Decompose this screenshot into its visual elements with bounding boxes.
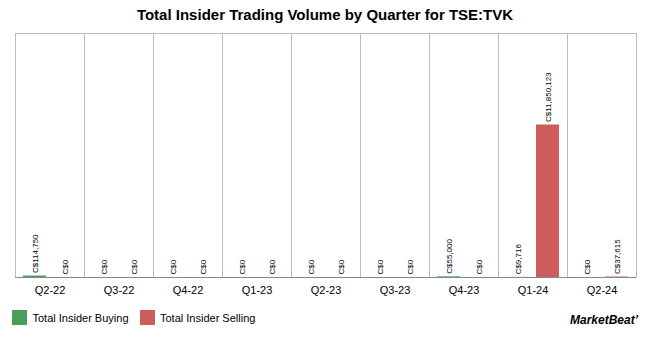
svg-text:C$37,615: C$37,615	[613, 239, 622, 274]
svg-text:C$0: C$0	[100, 259, 109, 274]
svg-text:Q3-23: Q3-23	[380, 284, 411, 296]
svg-text:C$0: C$0	[475, 259, 484, 274]
svg-text:C$0: C$0	[406, 259, 415, 274]
svg-text:C$0: C$0	[199, 259, 208, 274]
html-text:Total Insider Trading Volume b: Total Insider Trading Volume by Quarter …	[136, 6, 514, 23]
svg-text:C$55,000: C$55,000	[445, 239, 454, 274]
svg-text:Q2-24: Q2-24	[587, 284, 618, 296]
svg-text:C$0: C$0	[169, 259, 178, 274]
svg-text:Q4-22: Q4-22	[173, 284, 204, 296]
svg-text:C$9,716: C$9,716	[514, 244, 523, 275]
svg-text:Q3-22: Q3-22	[104, 284, 135, 296]
svg-text:C$0: C$0	[307, 259, 316, 274]
svg-text:C$0: C$0	[337, 259, 346, 274]
svg-text:C$0: C$0	[268, 259, 277, 274]
svg-text:C$0: C$0	[376, 259, 385, 274]
svg-text:Q1-23: Q1-23	[242, 284, 273, 296]
svg-text:C$114,750: C$114,750	[31, 234, 40, 273]
html-text:Total Insider Buying: Total Insider Buying	[32, 311, 129, 324]
svg-text:C$0: C$0	[238, 259, 247, 274]
svg-text:C$0: C$0	[130, 259, 139, 274]
html-text:Total Insider Selling: Total Insider Selling	[160, 311, 256, 324]
svg-text:C$0: C$0	[583, 259, 592, 274]
html-text:MarketBeat’: MarketBeat’	[570, 313, 638, 328]
svg-text:Q2-22: Q2-22	[35, 284, 66, 296]
svg-text:Q4-23: Q4-23	[449, 284, 480, 296]
svg-text:C$11,850,123: C$11,850,123	[544, 72, 553, 122]
svg-text:Q2-23: Q2-23	[311, 284, 342, 296]
svg-text:C$0: C$0	[61, 259, 70, 274]
svg-text:Q1-24: Q1-24	[518, 284, 549, 296]
